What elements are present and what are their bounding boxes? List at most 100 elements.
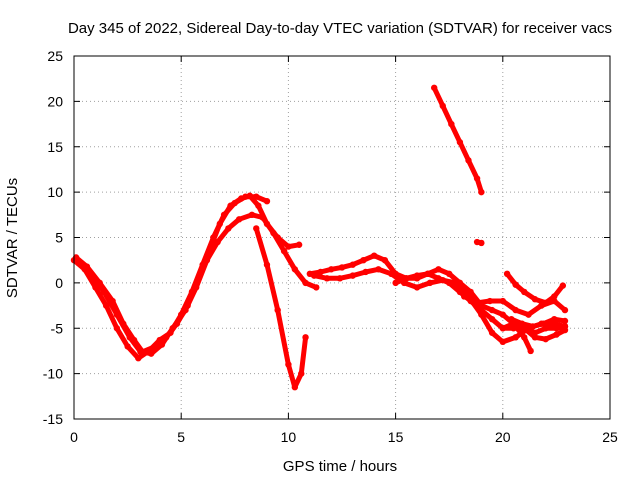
data-point xyxy=(285,243,292,250)
data-point xyxy=(488,306,496,314)
data-point xyxy=(338,264,346,271)
data-point xyxy=(137,348,144,356)
ticks xyxy=(73,55,611,420)
data-point xyxy=(87,270,95,277)
data-point xyxy=(270,229,277,237)
data-point xyxy=(295,241,303,248)
data-point xyxy=(375,266,382,273)
data-point xyxy=(561,326,569,334)
y-tick-labels: -15 -10 -5 0 5 10 15 20 25 xyxy=(43,48,63,427)
data-point xyxy=(540,320,547,327)
data-point xyxy=(461,293,468,300)
data-point xyxy=(102,302,110,309)
data-point xyxy=(381,256,389,264)
data-point xyxy=(527,347,534,355)
data-point xyxy=(360,256,367,264)
data-point xyxy=(521,334,528,341)
data-point xyxy=(246,192,254,199)
x-axis-label: GPS time / hours xyxy=(283,458,397,475)
x-tick-label: 0 xyxy=(70,429,78,445)
y-tick-label: -10 xyxy=(43,366,63,382)
data-point xyxy=(313,284,320,291)
data-point xyxy=(238,195,245,202)
data-point xyxy=(542,335,549,343)
data-point xyxy=(317,268,324,276)
data-point xyxy=(328,266,335,273)
data-point xyxy=(280,247,288,255)
data-point xyxy=(435,266,442,273)
data-point xyxy=(430,84,438,91)
data-point xyxy=(263,198,271,205)
data-point xyxy=(135,354,142,362)
y-tick-label: 10 xyxy=(47,184,63,200)
data-point xyxy=(100,288,108,296)
data-point xyxy=(439,276,446,284)
y-tick-label: 5 xyxy=(55,230,63,246)
data-point xyxy=(274,306,281,314)
data-point xyxy=(503,270,511,277)
data-point xyxy=(561,306,569,314)
y-tick-label: 0 xyxy=(55,275,63,291)
data-point xyxy=(551,297,558,305)
data-point xyxy=(291,384,299,391)
data-point xyxy=(370,252,378,259)
data-point xyxy=(426,279,434,287)
data-point xyxy=(538,302,545,309)
data-point xyxy=(298,370,305,377)
data-point xyxy=(465,157,472,164)
data-point xyxy=(478,188,485,196)
data-point xyxy=(302,334,309,341)
y-tick-label: -15 xyxy=(43,411,63,427)
data-point xyxy=(349,272,356,279)
data-point xyxy=(512,334,519,341)
data-point xyxy=(561,317,569,325)
data-point xyxy=(488,315,496,323)
data-point xyxy=(413,284,421,291)
series-layer xyxy=(70,84,569,391)
data-point xyxy=(302,279,309,287)
data-point xyxy=(253,225,260,232)
data-point xyxy=(499,325,506,332)
data-point xyxy=(248,211,256,219)
x-tick-label: 10 xyxy=(281,429,297,445)
data-point xyxy=(499,338,506,346)
data-point xyxy=(521,288,528,296)
data-point xyxy=(439,102,446,110)
data-point xyxy=(456,139,464,146)
data-point xyxy=(214,238,221,246)
data-point xyxy=(336,275,344,282)
data-point xyxy=(486,297,494,305)
y-tick-label: 25 xyxy=(47,48,63,64)
data-point xyxy=(559,282,567,289)
data-point xyxy=(446,270,453,277)
data-point xyxy=(124,343,131,350)
series-line-arc-3 xyxy=(75,212,319,357)
data-point xyxy=(291,266,299,273)
y-tick-label: 15 xyxy=(47,139,63,155)
x-tick-labels: 0 5 10 15 20 25 xyxy=(70,429,618,445)
data-point xyxy=(473,299,481,307)
x-tick-label: 5 xyxy=(177,429,185,445)
data-point xyxy=(75,259,82,267)
data-point xyxy=(193,284,200,291)
data-point xyxy=(126,334,133,341)
data-point xyxy=(403,275,410,282)
data-point xyxy=(263,261,271,268)
data-point xyxy=(323,275,331,282)
data-point xyxy=(551,315,558,323)
data-point xyxy=(456,279,464,287)
data-point xyxy=(227,202,234,209)
data-point xyxy=(525,311,532,318)
grid xyxy=(74,56,610,419)
data-point xyxy=(169,325,176,332)
data-point xyxy=(392,279,399,287)
data-point xyxy=(285,361,292,368)
x-tick-label: 25 xyxy=(602,429,618,445)
y-tick-label: -5 xyxy=(51,320,64,336)
data-point xyxy=(499,297,506,305)
data-point xyxy=(113,311,121,318)
data-point xyxy=(512,306,519,314)
data-point xyxy=(448,120,455,128)
data-point xyxy=(467,288,474,296)
